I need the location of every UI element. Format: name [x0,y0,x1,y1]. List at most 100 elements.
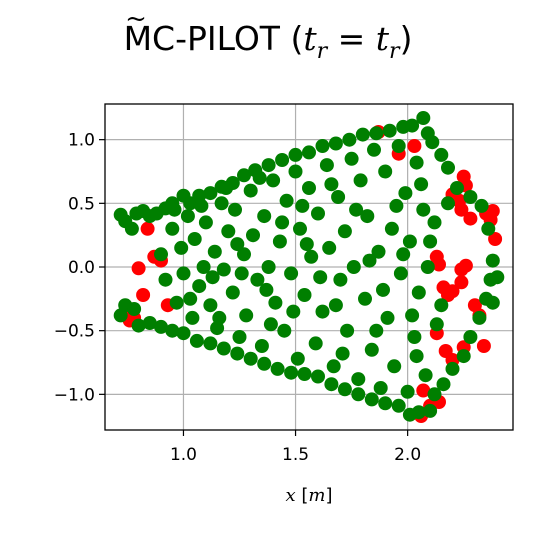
red-data-point [463,211,478,226]
green-data-point [207,244,222,259]
green-data-point [416,111,431,125]
green-data-point [279,193,294,208]
green-data-point [192,279,207,294]
y-tick-label: 1.0 [68,131,95,151]
green-data-point [425,135,440,150]
green-data-point [228,202,242,217]
green-data-point [230,346,245,361]
green-data-point [367,142,381,157]
green-data-point [275,153,290,167]
green-data-point [409,349,424,364]
green-data-point [441,160,455,175]
green-data-point [364,342,379,357]
green-data-point [391,398,406,413]
green-data-point [165,323,180,338]
green-data-point [194,198,209,213]
green-data-point [176,326,191,341]
green-data-point [225,285,240,300]
green-data-point [239,308,254,323]
green-data-point [261,158,276,173]
green-data-point [337,382,352,397]
green-data-point [434,147,449,162]
green-data-point [346,260,361,274]
green-data-point [405,118,420,133]
green-data-point [340,323,355,338]
green-data-point [288,164,303,179]
green-data-point [380,310,395,325]
green-data-point [393,266,408,281]
green-data-point [142,316,157,330]
green-data-point [304,249,319,264]
green-data-point [411,405,426,420]
green-data-point [409,155,424,170]
green-data-point [284,365,299,380]
green-data-point [353,173,368,188]
green-data-point [187,232,202,246]
green-data-point [189,333,204,348]
red-data-point [136,288,151,302]
green-data-point [259,282,274,297]
green-data-point [180,209,195,224]
green-data-point [319,158,334,173]
green-data-point [355,127,370,142]
green-data-point [335,346,350,361]
green-data-point [324,177,339,192]
green-data-point [364,392,379,407]
green-data-point [165,221,180,236]
red-data-point [416,383,431,398]
green-data-point [203,298,218,313]
green-data-point [396,247,411,262]
green-data-point [302,145,316,160]
green-data-point [342,132,357,147]
red-data-point [485,204,500,218]
green-data-point [257,356,272,371]
green-data-point [174,240,189,255]
green-data-point [351,387,366,402]
green-data-point [196,260,211,274]
green-data-point [275,215,290,230]
green-data-point [398,186,413,201]
x-axis-label: x [m] [285,485,332,506]
green-data-point [234,266,249,281]
green-data-point [214,196,229,211]
green-data-point [237,168,251,183]
green-data-point [268,295,283,310]
green-data-point [169,295,184,310]
green-data-point [362,253,377,268]
green-data-point [436,377,451,392]
x-tick-label: 2.0 [394,445,421,465]
green-data-point [131,318,146,333]
green-data-point [203,186,218,201]
green-data-point [474,198,489,213]
green-data-point [463,190,478,204]
x-tick-label: 1.5 [282,445,309,465]
green-data-point [311,369,325,384]
green-data-point [284,266,299,281]
green-data-point [387,359,402,374]
red-data-point [488,232,503,246]
green-data-point [243,351,258,366]
green-data-point [485,295,500,310]
green-data-point [450,181,464,195]
green-data-point [198,215,213,230]
green-data-point [405,308,420,323]
green-data-point [407,330,422,344]
green-data-point [230,237,245,252]
green-data-point [216,341,231,356]
green-data-point [254,339,269,353]
green-data-point [250,272,265,287]
green-data-point [402,234,417,249]
green-data-point [337,224,352,239]
red-data-point [131,261,146,276]
green-data-point [463,330,478,344]
red-data-point [407,139,422,153]
green-data-point [219,181,234,195]
green-data-point [481,221,496,236]
green-data-point [328,136,343,151]
red-data-point [454,202,469,217]
green-data-point [423,403,438,418]
green-data-point [216,262,231,277]
green-data-point [299,237,314,252]
green-data-point [212,310,227,325]
green-data-point [472,310,487,325]
